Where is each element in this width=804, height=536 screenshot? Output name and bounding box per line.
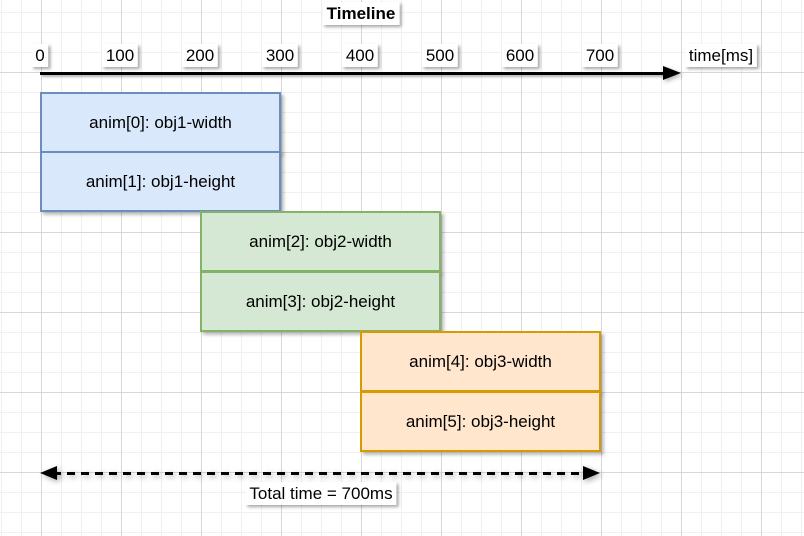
axis-tick-100: 100	[101, 44, 139, 67]
axis-arrowhead-icon	[663, 66, 681, 80]
axis-tick-0: 0	[31, 44, 49, 67]
bar-label: anim[0]: obj1-width	[89, 112, 232, 132]
dashed-line	[53, 472, 587, 475]
bar-label: anim[5]: obj3-height	[405, 411, 556, 431]
axis-line	[40, 72, 666, 75]
bar-label: anim[1]: obj1-height	[85, 171, 236, 191]
bar-anim0-obj1-width: anim[0]: obj1-width	[40, 92, 281, 153]
axis-tick-600: 600	[501, 44, 539, 67]
bar-label: anim[2]: obj2-width	[249, 231, 392, 251]
diagram-title: Timeline	[322, 2, 400, 25]
bar-anim5-obj3-height: anim[5]: obj3-height	[360, 391, 601, 452]
total-duration-arrow	[40, 466, 600, 481]
bar-label: anim[4]: obj3-width	[409, 351, 552, 371]
axis-tick-300: 300	[261, 44, 299, 67]
axis-tick-500: 500	[421, 44, 459, 67]
axis-tick-200: 200	[181, 44, 219, 67]
arrow-right-icon	[583, 466, 600, 480]
axis-unit-label: time[ms]	[684, 44, 758, 67]
bar-anim2-obj2-width: anim[2]: obj2-width	[200, 211, 441, 272]
bar-anim3-obj2-height: anim[3]: obj2-height	[200, 271, 441, 332]
bar-anim1-obj1-height: anim[1]: obj1-height	[40, 151, 281, 212]
arrow-left-icon	[40, 466, 57, 480]
axis-tick-700: 700	[581, 44, 619, 67]
axis-tick-400: 400	[341, 44, 379, 67]
bar-anim4-obj3-width: anim[4]: obj3-width	[360, 331, 601, 392]
bar-label: anim[3]: obj2-height	[245, 291, 396, 311]
total-time-label: Total time = 700ms	[245, 482, 397, 505]
